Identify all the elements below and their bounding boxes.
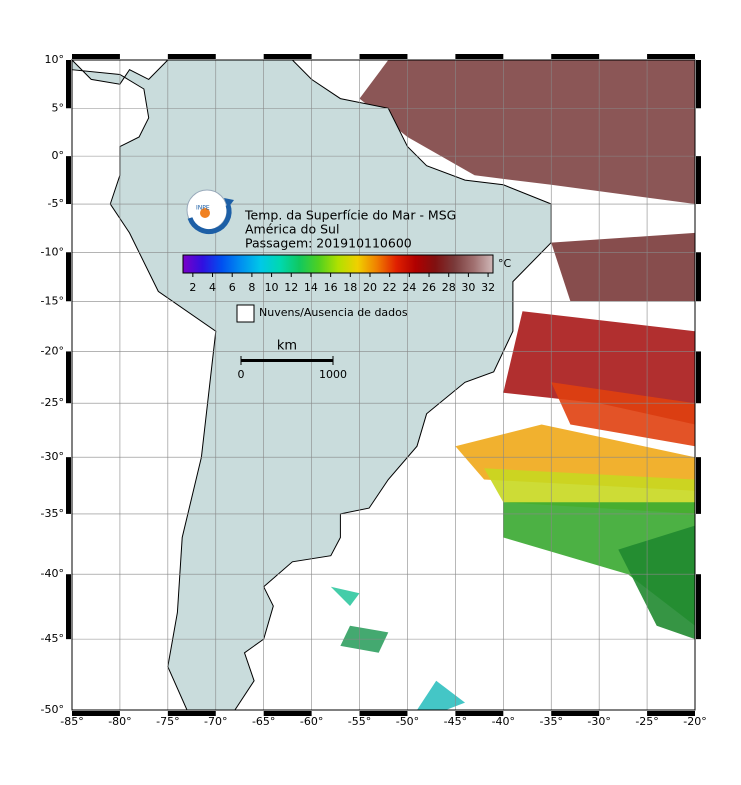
cloud-swatch	[236, 304, 255, 323]
colorbar-label: 8	[248, 281, 255, 294]
lon-label: -65°	[252, 715, 275, 728]
frame-segment	[696, 156, 701, 205]
scale-bar	[241, 359, 333, 362]
region: América do Sul	[245, 222, 339, 237]
frame-segment	[66, 252, 71, 302]
frame-segment	[647, 711, 695, 716]
frame-segment	[647, 54, 695, 59]
colorbar-label: 22	[383, 281, 397, 294]
colorbar	[182, 254, 494, 274]
colorbar-label: 14	[304, 281, 318, 294]
colorbar-label: 10	[265, 281, 279, 294]
frame-segment	[66, 574, 71, 640]
grid-layer: -85° -80° -75° -70° -65° -60° -55° -50° -45° -40°…	[41, 53, 707, 728]
colorbar-label: 26	[422, 281, 436, 294]
frame-segment	[167, 54, 216, 59]
title: Temp. da Superfície do Mar - MSG	[244, 208, 456, 223]
lon-label: -40°	[492, 715, 515, 728]
scale-label: 1000	[319, 368, 347, 381]
lat-label: -40°	[41, 567, 64, 580]
frame-segment	[66, 60, 71, 109]
colorbar-label: 28	[442, 281, 456, 294]
frame-segment	[696, 60, 701, 109]
colorbar-label: 4	[209, 281, 216, 294]
frame	[71, 59, 696, 711]
lat-label: -25°	[41, 396, 64, 409]
lon-label: -80°	[108, 715, 131, 728]
lon-label: -35°	[539, 715, 562, 728]
lon-label: -55°	[348, 715, 371, 728]
frame-segment	[263, 711, 312, 716]
frame-segment	[66, 457, 71, 514]
lon-label: -45°	[444, 715, 467, 728]
lat-label: 0°	[52, 149, 65, 162]
frame-segment	[696, 574, 701, 640]
lat-label: -20°	[41, 344, 64, 357]
lon-label: -75°	[156, 715, 179, 728]
lon-label: -25°	[635, 715, 658, 728]
lat-label: 5°	[52, 101, 65, 114]
lat-label: -30°	[41, 450, 64, 463]
lat-label: -5°	[48, 197, 64, 210]
colorbar-unit: °C	[498, 257, 512, 270]
sst-patch	[417, 680, 465, 710]
frame-segment	[167, 711, 216, 716]
svg-text:INPE: INPE	[196, 205, 210, 212]
lon-label: -85°	[60, 715, 83, 728]
lon-label: -50°	[396, 715, 419, 728]
colorbar-label: 32	[481, 281, 495, 294]
lon-label: -70°	[204, 715, 227, 728]
sst-patch	[618, 525, 695, 640]
colorbar-label: 18	[343, 281, 357, 294]
cloud-label: Nuvens/Ausencia de dados	[259, 306, 408, 319]
colorbar-label: 16	[324, 281, 338, 294]
colorbar-label: 6	[229, 281, 236, 294]
lat-label: -35°	[41, 507, 64, 520]
lat-label: -50°	[41, 703, 64, 716]
frame-segment	[72, 711, 120, 716]
colorbar-label: 20	[363, 281, 377, 294]
lon-label: -20°	[683, 715, 706, 728]
colorbar-label: 2	[189, 281, 196, 294]
frame-segment	[696, 457, 701, 514]
sst-patch	[330, 586, 360, 606]
scale-label: 0	[238, 368, 245, 381]
lat-label: -10°	[41, 245, 64, 258]
frame-segment	[359, 711, 408, 716]
frame-segment	[263, 54, 312, 59]
logo: INPE	[186, 189, 234, 235]
colorbar-label: 12	[284, 281, 298, 294]
frame-segment	[455, 54, 504, 59]
lat-label: -15°	[41, 294, 64, 307]
colorbar-label: 30	[461, 281, 475, 294]
lat-label: 10°	[45, 53, 65, 66]
frame-segment	[66, 156, 71, 205]
lon-label: -30°	[587, 715, 610, 728]
pass-time: Passagem: 201910110600	[245, 236, 412, 251]
sst-patch	[551, 232, 695, 302]
frame-segment	[66, 351, 71, 404]
colorbar-label: 24	[402, 281, 416, 294]
frame-segment	[551, 54, 600, 59]
frame-segment	[696, 252, 701, 302]
frame-segment	[696, 351, 701, 404]
frame-segment	[455, 711, 504, 716]
lon-label: -60°	[300, 715, 323, 728]
frame-segment	[72, 54, 120, 59]
frame-segment	[551, 711, 600, 716]
sst-patch	[359, 60, 695, 204]
frame-segment	[359, 54, 408, 59]
sst-patch	[551, 382, 695, 447]
scale-unit: km	[277, 339, 297, 354]
lat-label: -45°	[41, 632, 64, 645]
